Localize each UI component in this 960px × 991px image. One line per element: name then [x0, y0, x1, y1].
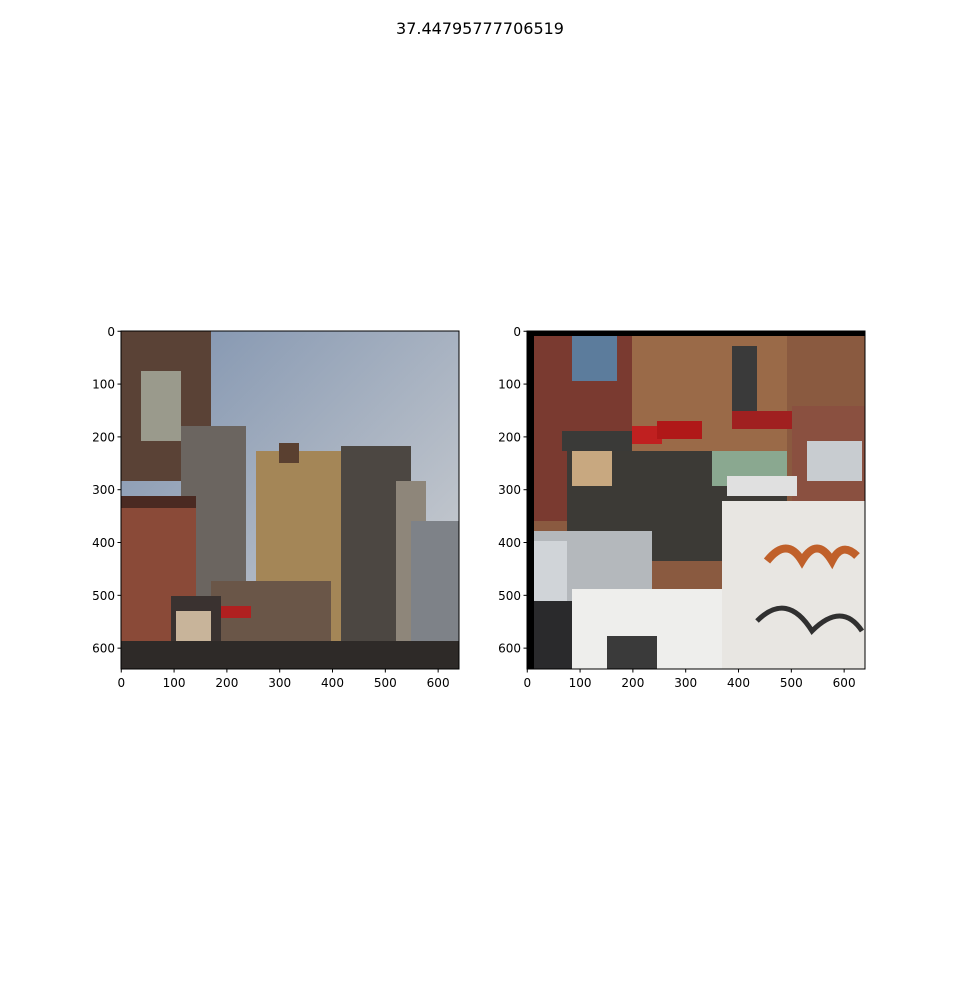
y-tick-label: 100	[92, 378, 115, 392]
y-tick-label: 100	[498, 378, 521, 392]
x-tick-label: 100	[163, 676, 186, 690]
y-tick-label: 600	[498, 642, 521, 656]
x-tick-label: 500	[374, 676, 397, 690]
y-tick-label: 300	[498, 483, 521, 497]
y-tick-label: 400	[92, 536, 115, 550]
y-tick-label: 200	[92, 430, 115, 444]
figure-title: 37.44795777706519	[396, 19, 564, 38]
y-tick-label: 200	[498, 430, 521, 444]
y-tick-label: 300	[92, 483, 115, 497]
x-tick-label: 600	[427, 676, 450, 690]
x-tick-label: 300	[674, 676, 697, 690]
x-tick-label: 100	[569, 676, 592, 690]
y-tick-label: 400	[498, 536, 521, 550]
x-tick-label: 200	[621, 676, 644, 690]
y-tick-label: 600	[92, 642, 115, 656]
axes-frame	[120, 330, 460, 670]
photo-left	[121, 331, 459, 669]
y-tick-label: 500	[498, 589, 521, 603]
x-tick-label: 0	[117, 676, 125, 690]
y-tick-label: 0	[107, 325, 115, 339]
x-tick-label: 500	[780, 676, 803, 690]
axes-frame	[526, 330, 866, 670]
y-tick-label: 500	[92, 589, 115, 603]
x-tick-label: 400	[321, 676, 344, 690]
x-tick-label: 400	[727, 676, 750, 690]
x-tick-label: 200	[215, 676, 238, 690]
x-tick-label: 0	[523, 676, 531, 690]
y-tick-label: 0	[513, 325, 521, 339]
x-tick-label: 300	[268, 676, 291, 690]
x-tick-label: 600	[833, 676, 856, 690]
photo-right	[527, 331, 865, 669]
